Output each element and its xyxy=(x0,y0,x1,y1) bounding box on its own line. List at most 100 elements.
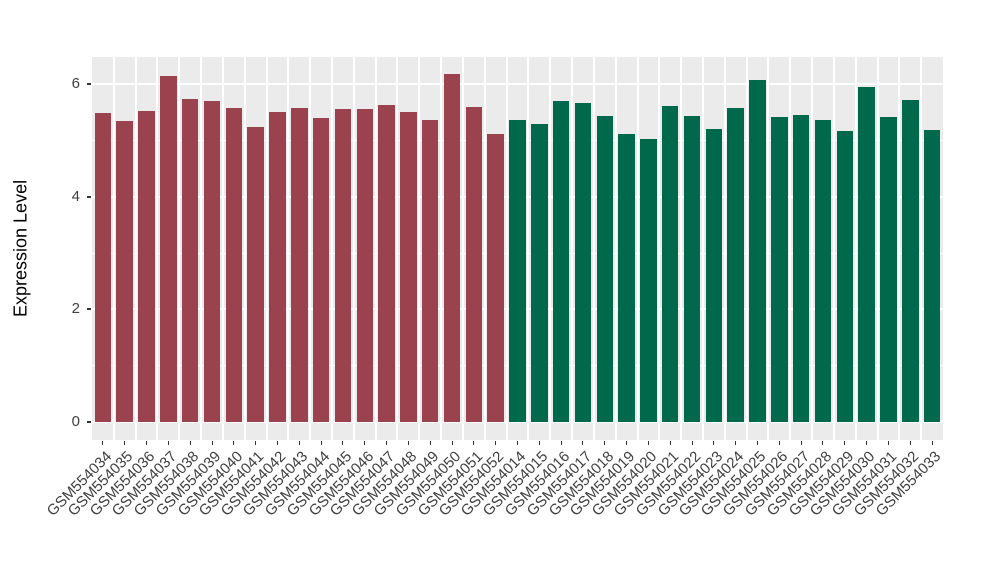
bar xyxy=(421,120,439,422)
x-axis-tick xyxy=(647,441,649,445)
category-boundary-gridline xyxy=(571,57,574,440)
bar xyxy=(771,117,788,422)
bar xyxy=(923,130,941,422)
category-boundary-gridline xyxy=(134,57,137,440)
x-axis-tick xyxy=(604,441,606,445)
category-boundary-gridline xyxy=(461,57,464,440)
bar xyxy=(334,109,352,422)
x-axis-tick xyxy=(626,441,628,445)
bar xyxy=(531,124,548,422)
bar xyxy=(792,115,810,422)
category-boundary-gridline xyxy=(898,57,901,440)
category-boundary-gridline xyxy=(418,57,421,440)
category-boundary-gridline xyxy=(309,57,312,440)
x-axis-tick xyxy=(495,441,497,445)
bar xyxy=(160,76,177,422)
y-axis-tick xyxy=(87,420,91,423)
y-axis-tick xyxy=(87,83,91,86)
y-tick-label: 2 xyxy=(71,300,80,318)
category-boundary-gridline xyxy=(483,57,486,440)
x-axis-tick xyxy=(931,441,933,445)
x-axis-tick xyxy=(407,441,409,445)
x-axis-tick xyxy=(211,441,213,445)
category-boundary-gridline xyxy=(876,57,879,440)
bar xyxy=(487,134,504,422)
bar xyxy=(116,121,133,422)
category-boundary-gridline xyxy=(374,57,377,440)
category-boundary-gridline xyxy=(265,57,268,440)
x-axis-tick xyxy=(757,441,759,445)
x-axis-tick xyxy=(276,441,278,445)
x-axis-tick xyxy=(146,441,148,445)
category-boundary-gridline xyxy=(680,57,683,440)
x-axis-tick xyxy=(887,441,889,445)
category-boundary-gridline xyxy=(636,57,639,440)
x-axis-tick xyxy=(713,441,715,445)
bar xyxy=(225,108,243,422)
bar xyxy=(378,105,395,422)
bar xyxy=(465,106,483,422)
category-boundary-gridline xyxy=(745,57,748,440)
x-axis-tick xyxy=(560,441,562,445)
category-boundary-gridline xyxy=(396,57,399,440)
bar xyxy=(596,116,614,422)
bar xyxy=(291,107,308,422)
x-axis-tick xyxy=(102,441,104,445)
bar xyxy=(94,113,112,422)
category-boundary-gridline xyxy=(767,57,770,440)
category-boundary-gridline xyxy=(723,57,726,440)
bar xyxy=(138,111,155,422)
x-axis-tick xyxy=(473,441,475,445)
x-axis-tick xyxy=(844,441,846,445)
x-axis-tick xyxy=(778,441,780,445)
category-boundary-gridline xyxy=(549,57,552,440)
x-axis-tick xyxy=(538,441,540,445)
x-axis-tick xyxy=(189,441,191,445)
category-boundary-gridline xyxy=(592,57,595,440)
y-tick-label: 0 xyxy=(71,412,80,430)
bar xyxy=(574,103,592,422)
x-axis-tick xyxy=(517,441,518,445)
category-boundary-gridline xyxy=(243,57,246,440)
bar xyxy=(312,117,330,422)
y-tick-label: 4 xyxy=(71,187,80,205)
bar xyxy=(640,138,657,422)
category-boundary-gridline xyxy=(287,57,290,440)
category-boundary-gridline xyxy=(789,57,792,440)
category-boundary-gridline xyxy=(440,57,443,440)
x-axis-tick xyxy=(429,441,431,445)
bar xyxy=(443,73,461,422)
y-tick-label: 6 xyxy=(71,75,80,93)
category-boundary-gridline xyxy=(527,57,530,440)
category-boundary-gridline xyxy=(658,57,661,440)
category-boundary-gridline xyxy=(811,57,814,440)
category-boundary-gridline xyxy=(156,57,159,440)
bar xyxy=(552,101,570,422)
bar xyxy=(880,116,897,422)
category-boundary-gridline xyxy=(854,57,857,440)
x-axis-tick xyxy=(298,441,300,445)
x-axis-tick xyxy=(167,441,169,445)
category-boundary-gridline xyxy=(200,57,203,440)
bar xyxy=(749,80,766,422)
x-axis-tick xyxy=(691,441,693,445)
x-axis-tick xyxy=(342,441,344,445)
bar xyxy=(509,120,526,422)
category-boundary-gridline xyxy=(920,57,923,440)
bar xyxy=(356,109,373,422)
bar xyxy=(247,127,264,422)
x-axis-tick xyxy=(233,441,235,445)
bar xyxy=(727,107,744,422)
bar xyxy=(269,112,286,422)
category-boundary-gridline xyxy=(112,57,115,440)
bar xyxy=(683,115,701,422)
category-boundary-gridline xyxy=(331,57,334,440)
bar xyxy=(836,130,854,422)
bar xyxy=(203,100,221,422)
x-axis-tick xyxy=(451,441,453,445)
x-axis-tick xyxy=(320,441,322,445)
category-boundary-gridline xyxy=(701,57,704,440)
major-gridline xyxy=(92,420,943,423)
x-axis-tick xyxy=(386,441,388,445)
